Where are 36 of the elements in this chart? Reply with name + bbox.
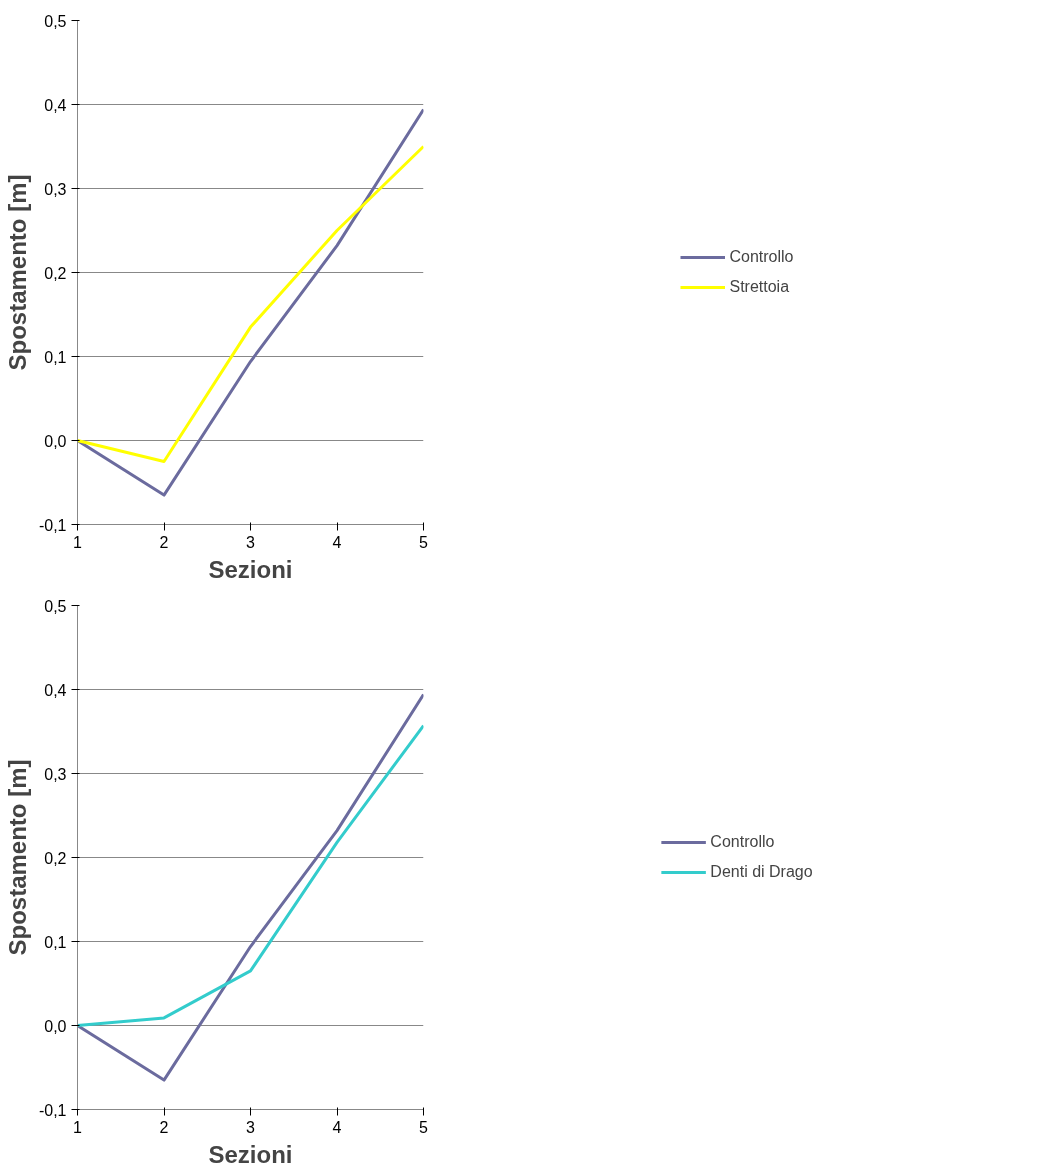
x-tick-label: 1 (73, 533, 83, 551)
legend-label: Denti di Drago (710, 863, 813, 881)
legend-label: Strettoia (729, 278, 790, 296)
y-axis-title: Spostamento [m] (3, 174, 31, 371)
x-tick-label: 3 (246, 1118, 256, 1136)
y-tick-label: 0,5 (44, 597, 67, 615)
line-series (77, 693, 424, 1082)
x-tick-label: 5 (419, 533, 429, 551)
y-tick-label: -0,1 (38, 1101, 67, 1119)
y-tick-label: 0,0 (44, 1017, 67, 1035)
y-tick-label: 0,1 (44, 348, 67, 366)
line-series (77, 108, 424, 497)
x-tick-label: 1 (73, 1118, 83, 1136)
x-axis-title: Sezioni (208, 555, 293, 583)
legend-label: Controllo (729, 248, 794, 266)
y-tick-label: 0,0 (44, 432, 67, 450)
y-tick-label: 0,3 (44, 180, 67, 198)
x-axis-title: Sezioni (208, 1140, 293, 1168)
x-tick-label: 3 (246, 533, 256, 551)
x-tick-label: 5 (419, 1118, 429, 1136)
y-tick-label: 0,5 (44, 12, 67, 30)
y-tick-label: -0,1 (38, 516, 67, 534)
y-tick-label: 0,1 (44, 933, 67, 951)
x-tick-label: 2 (159, 1118, 169, 1136)
line-series (77, 145, 424, 463)
x-tick-label: 4 (332, 533, 342, 551)
y-tick-label: 0,4 (44, 96, 67, 114)
y-axis-title: Spostamento [m] (3, 759, 31, 956)
x-tick-label: 2 (159, 533, 169, 551)
legend-label: Controllo (710, 833, 775, 851)
y-tick-label: 0,3 (44, 765, 67, 783)
y-tick-label: 0,2 (44, 849, 67, 867)
y-tick-label: 0,4 (44, 681, 67, 699)
line-series (77, 724, 424, 1027)
x-tick-label: 4 (332, 1118, 342, 1136)
y-tick-label: 0,2 (44, 264, 67, 282)
